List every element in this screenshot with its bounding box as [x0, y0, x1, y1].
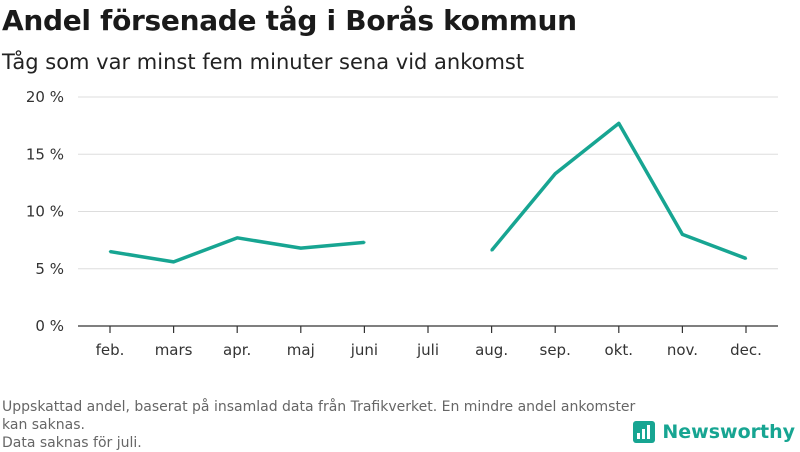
data-point: [617, 122, 620, 125]
line-chart: 0 % 5 % 10 % 15 % 20 % feb. mars apr. maj juni ju…: [26, 88, 778, 359]
series-line-segment: [490, 121, 747, 261]
y-tick-label: 0 %: [35, 317, 64, 335]
x-tick-label: juni: [350, 341, 378, 359]
y-tick-label: 15 %: [26, 145, 64, 163]
x-tick-label: mars: [155, 341, 193, 359]
x-tick-label: feb.: [96, 341, 125, 359]
y-tick-label: 10 %: [26, 203, 64, 221]
x-tick-label: juli: [416, 341, 439, 359]
x-tick-label: apr.: [223, 341, 251, 359]
y-tick-label: 5 %: [35, 260, 64, 278]
series-line-segment: [109, 236, 365, 264]
x-tick-label: okt.: [605, 341, 634, 359]
x-tick-label: sep.: [540, 341, 571, 359]
data-point: [363, 241, 366, 244]
chart-title: Andel försenade tåg i Borås kommun: [2, 4, 577, 37]
data-point: [681, 233, 684, 236]
x-tick-label: maj: [287, 341, 315, 359]
newsworthy-logo-icon: [633, 421, 656, 443]
x-tick-label: dec.: [730, 341, 762, 359]
data-point: [490, 249, 493, 252]
footnote-line-missing: Data saknas för juli.: [2, 435, 142, 451]
brand-logo-group: Newsworthy: [633, 421, 795, 443]
footnote: Uppskattad andel, baserat på insamlad da…: [2, 398, 642, 452]
x-tick-label: nov.: [667, 341, 698, 359]
data-point: [236, 236, 239, 240]
data-point: [108, 250, 112, 253]
data-point: [744, 257, 748, 260]
data-point: [299, 246, 302, 250]
x-tick-label: aug.: [475, 341, 508, 359]
data-point: [554, 172, 557, 175]
footnote-line-source: Uppskattad andel, baserat på insamlad da…: [2, 399, 636, 433]
y-tick-label: 20 %: [26, 88, 64, 106]
brand-name: Newsworthy: [662, 421, 795, 443]
chart-subtitle: Tåg som var minst fem minuter sena vid a…: [2, 50, 525, 74]
data-point: [172, 260, 175, 264]
